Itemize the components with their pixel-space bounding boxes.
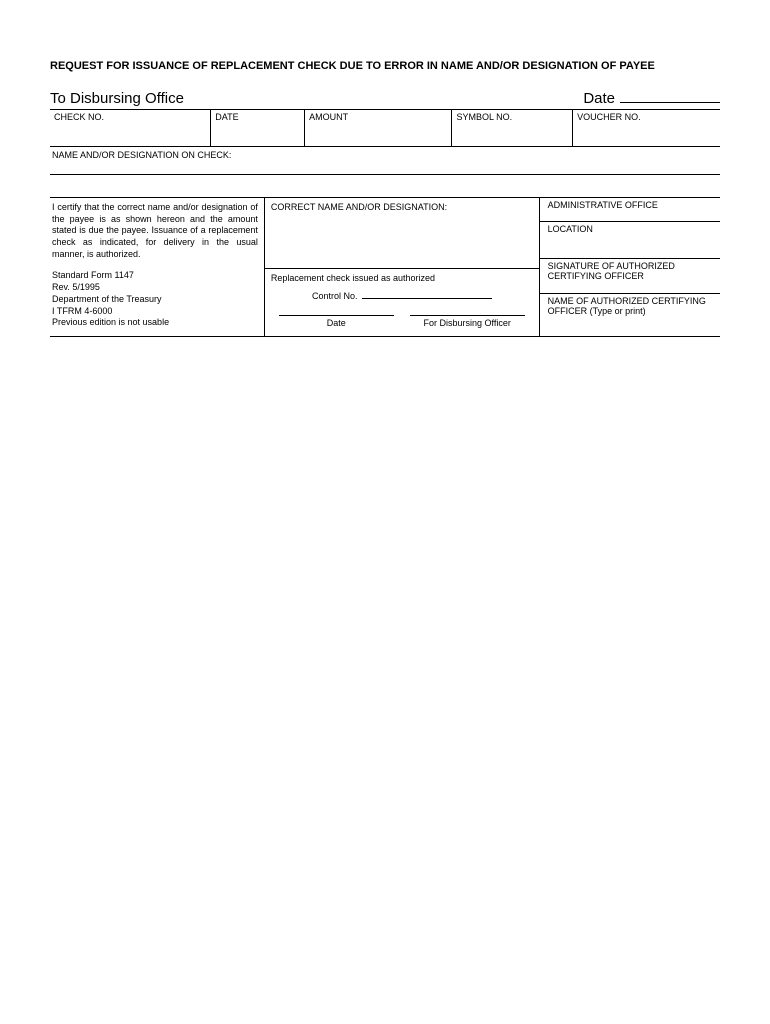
form-info-line4: I TFRM 4-6000	[52, 306, 258, 318]
replacement-text: Replacement check issued as authorized	[271, 273, 533, 283]
left-column: I certify that the correct name and/or d…	[50, 198, 264, 337]
check-no-cell[interactable]: CHECK NO.	[50, 110, 211, 147]
disbursing-officer-line[interactable]: For Disbursing Officer	[410, 315, 525, 328]
voucher-no-cell[interactable]: VOUCHER NO.	[573, 110, 720, 147]
header-row: To Disbursing Office Date	[50, 90, 720, 107]
signature-officer-cell[interactable]: SIGNATURE OF AUTHORIZED CERTIFYING OFFIC…	[539, 259, 720, 294]
form-info-line5: Previous edition is not usable	[52, 317, 258, 329]
form-title: REQUEST FOR ISSUANCE OF REPLACEMENT CHEC…	[50, 60, 720, 72]
control-no-label: Control No.	[312, 291, 358, 301]
correct-name-section[interactable]: CORRECT NAME AND/OR DESIGNATION:	[265, 198, 539, 268]
certification-table: I certify that the correct name and/or d…	[50, 197, 720, 337]
date-input-line[interactable]	[620, 102, 720, 103]
certify-text: I certify that the correct name and/or d…	[52, 202, 258, 260]
replacement-section: Replacement check issued as authorized C…	[265, 268, 539, 336]
control-no-area: Control No.	[271, 291, 533, 301]
name-designation-on-check[interactable]: NAME AND/OR DESIGNATION ON CHECK:	[50, 147, 720, 175]
check-info-table: CHECK NO. DATE AMOUNT SYMBOL NO. VOUCHER…	[50, 109, 720, 147]
symbol-no-cell[interactable]: SYMBOL NO.	[452, 110, 573, 147]
form-info-line2: Rev. 5/1995	[52, 282, 258, 294]
amount-cell[interactable]: AMOUNT	[305, 110, 452, 147]
name-officer-cell[interactable]: NAME OF AUTHORIZED CERTIFYING OFFICER (T…	[539, 293, 720, 336]
date-label: Date	[583, 90, 615, 107]
control-no-line[interactable]	[362, 298, 492, 299]
signature-row: Date For Disbursing Officer	[271, 315, 533, 328]
date-cell[interactable]: DATE	[211, 110, 305, 147]
to-disbursing-office: To Disbursing Office	[50, 90, 184, 107]
form-info: Standard Form 1147 Rev. 5/1995 Departmen…	[52, 270, 258, 328]
header-date: Date	[583, 90, 720, 107]
mid-column: CORRECT NAME AND/OR DESIGNATION: Replace…	[264, 198, 539, 337]
form-info-line3: Department of the Treasury	[52, 294, 258, 306]
form-info-line1: Standard Form 1147	[52, 270, 258, 282]
location-cell[interactable]: LOCATION	[539, 222, 720, 259]
admin-office-cell[interactable]: ADMINISTRATIVE OFFICE	[539, 198, 720, 222]
date-signature-line[interactable]: Date	[279, 315, 394, 328]
